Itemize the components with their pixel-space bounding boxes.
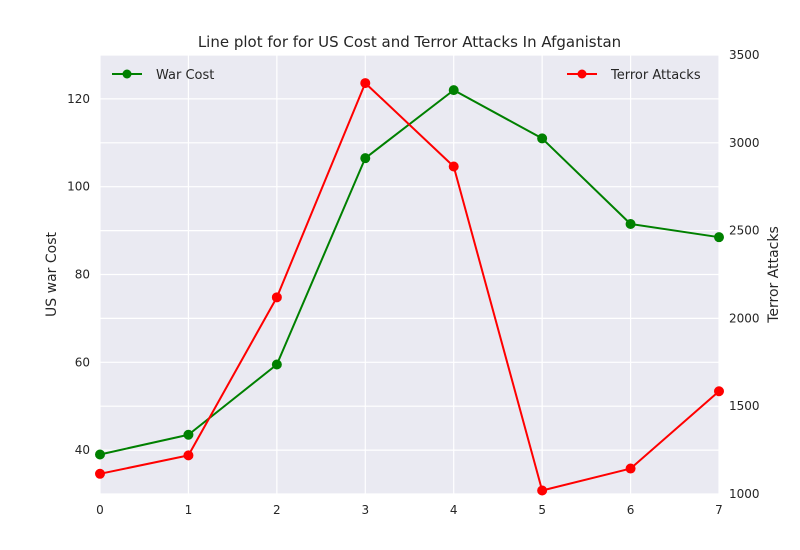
left-y-tick-label: 60 — [75, 355, 90, 369]
x-tick-label: 7 — [715, 503, 723, 517]
terror-attacks-point — [183, 450, 194, 461]
left-y-tick-label: 80 — [75, 268, 90, 282]
war-cost-point — [360, 153, 371, 164]
war-cost-point — [95, 449, 105, 460]
war-cost-legend-marker — [122, 69, 132, 79]
terror-attacks-legend-label: Terror Attacks — [610, 68, 701, 83]
x-tick-label: 6 — [627, 503, 635, 517]
left-axis-label: US war Cost — [44, 232, 60, 317]
x-tick-label: 5 — [538, 503, 546, 517]
war-cost-point — [537, 133, 548, 144]
right-y-tick-label: 1000 — [729, 487, 760, 501]
terror-attacks-point — [448, 161, 459, 172]
x-tick-label: 3 — [361, 503, 369, 517]
right-y-tick-label: 3000 — [729, 136, 760, 150]
war-cost-legend-label: War Cost — [156, 68, 214, 83]
legend-war-cost: War Cost — [112, 68, 214, 83]
grid-lines — [99, 54, 720, 495]
right-axis-ticks: 1000 1500 2000 2500 3000 3500 — [729, 48, 760, 501]
war-cost-point — [714, 232, 724, 243]
terror-attacks-point — [271, 292, 282, 303]
x-axis-ticks: 0 1 2 3 4 5 6 7 — [96, 503, 723, 517]
x-tick-label: 4 — [450, 503, 458, 517]
x-tick-label: 2 — [273, 503, 281, 517]
x-tick-label: 0 — [96, 503, 104, 517]
terror-attacks-point — [95, 468, 105, 479]
terror-attacks-point — [625, 463, 636, 474]
terror-attacks-line — [99, 82, 720, 492]
war-cost-point — [271, 359, 282, 370]
right-y-tick-label: 2500 — [729, 224, 760, 238]
terror-attacks-point — [537, 485, 548, 496]
right-y-tick-label: 3500 — [729, 48, 760, 62]
left-axis-ticks: 40 60 80 100 120 — [67, 92, 90, 457]
left-y-tick-label: 100 — [67, 180, 90, 194]
war-cost-point — [448, 85, 459, 96]
series-layer — [95, 78, 724, 496]
right-y-tick-label: 1500 — [729, 399, 760, 413]
war-cost-point — [183, 429, 194, 440]
war-cost-point — [625, 219, 636, 230]
terror-attacks-point — [360, 78, 371, 89]
chart-title: Line plot for for US Cost and Terror Att… — [198, 33, 621, 51]
x-tick-label: 1 — [185, 503, 193, 517]
left-y-tick-label: 120 — [67, 92, 90, 106]
legend-terror-attacks: Terror Attacks — [567, 68, 701, 83]
right-axis-label: Terror Attacks — [766, 226, 782, 324]
terror-attacks-point — [714, 386, 724, 397]
left-y-tick-label: 40 — [75, 443, 90, 457]
right-y-tick-label: 2000 — [729, 311, 760, 325]
terror-attacks-legend-marker — [577, 69, 587, 79]
